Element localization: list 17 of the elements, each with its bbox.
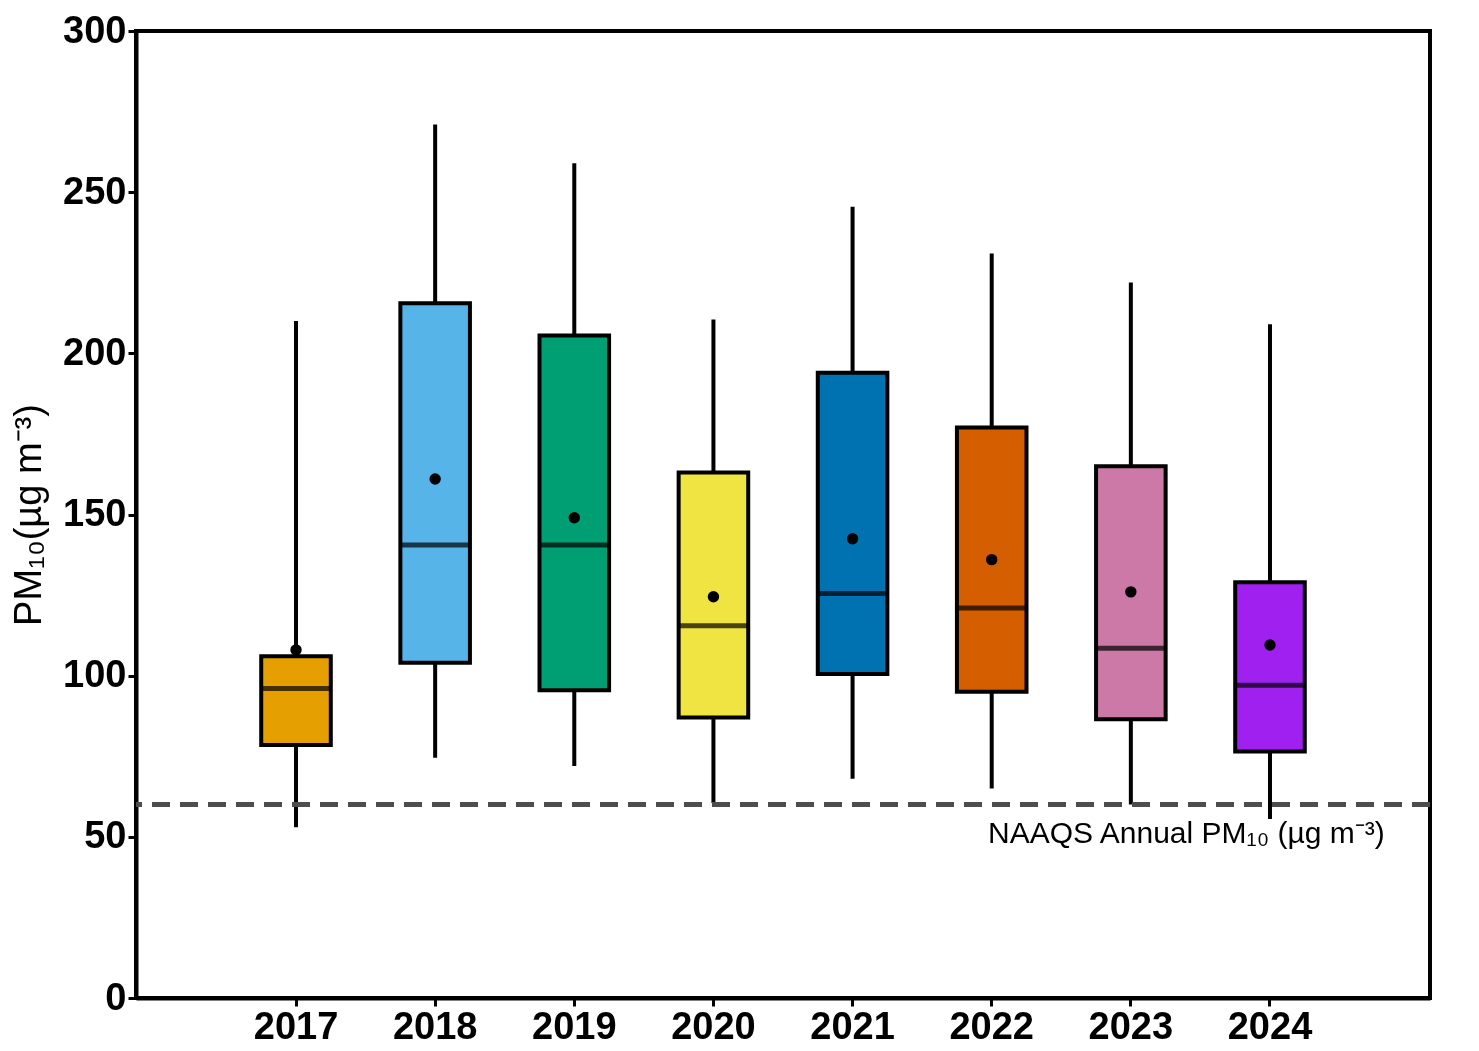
x-tick-label: 2021 [810,1004,895,1047]
y-tick-label: 0 [105,975,127,1018]
y-tick-label: 300 [63,8,127,51]
x-tick-label: 2023 [1088,1004,1174,1047]
x-tick-label: 2022 [949,1004,1034,1047]
x-tick-label: 2018 [392,1004,478,1047]
y-tick-label: 50 [84,814,127,857]
x-tick-label: 2024 [1227,1004,1313,1047]
y-tick-label: 150 [63,492,127,534]
ref-line-label: NAAQS Annual PM₁₀ (µg m⁻³) [988,815,1385,849]
x-tick-label: 2020 [671,1004,756,1047]
y-axis-title: PM₁₀(µg m⁻³) [7,404,50,626]
y-tick-label: 100 [63,653,127,696]
x-tick-label: 2019 [532,1004,617,1047]
y-tick-label: 200 [63,330,127,373]
y-tick-label: 250 [63,169,127,212]
x-tick-label: 2017 [253,1004,339,1047]
